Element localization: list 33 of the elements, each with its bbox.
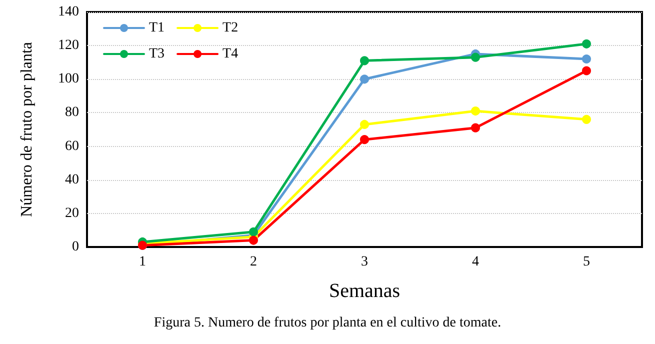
legend-label: T4 — [222, 46, 238, 62]
point — [582, 39, 591, 48]
legend-label: T3 — [149, 46, 165, 62]
point — [582, 66, 591, 76]
point — [471, 123, 480, 132]
x-tick-label: 4 — [472, 254, 479, 270]
y-tick-label: 80 — [65, 105, 79, 120]
x-axis-title: Semanas — [328, 280, 400, 302]
y-tick-label: 140 — [58, 4, 79, 20]
legend-label: T1 — [149, 20, 165, 36]
point — [582, 54, 591, 64]
point — [360, 74, 369, 84]
point — [471, 106, 480, 116]
y-tick-label: 120 — [58, 38, 79, 54]
x-tick-label: 2 — [250, 254, 257, 270]
point — [471, 52, 480, 62]
point — [360, 135, 369, 144]
x-tick-label: 5 — [583, 254, 590, 270]
y-tick-label: 40 — [65, 172, 79, 188]
y-tick-label: 100 — [58, 72, 79, 87]
text: Figura 5. Numero de frutos por planta en el cultivo de tomate. — [154, 316, 502, 330]
x-tick-label: 3 — [361, 254, 368, 270]
y-tick-label: 60 — [65, 138, 79, 154]
y-tick-label: 20 — [65, 206, 79, 221]
point — [360, 120, 369, 129]
y-tick-label: 0 — [72, 240, 79, 254]
y-axis-title: Número de fruto por planta — [18, 42, 36, 218]
point — [582, 114, 591, 124]
x-tick-label: 1 — [139, 254, 146, 270]
point — [249, 236, 258, 245]
point — [360, 56, 369, 66]
legend-label: T2 — [222, 20, 238, 36]
point — [249, 227, 258, 236]
